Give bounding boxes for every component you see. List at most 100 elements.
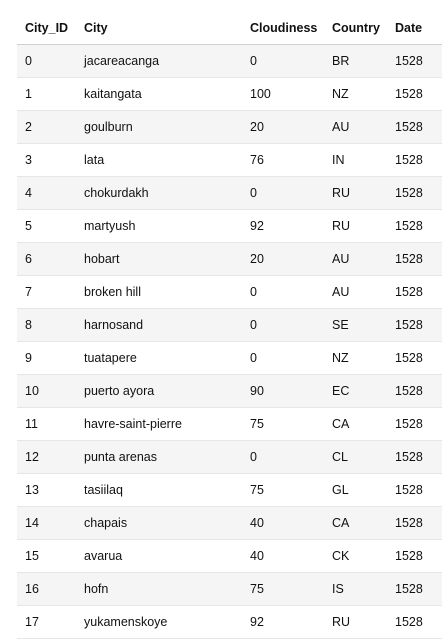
dataframe-table-container: City_ID City Cloudiness Country Date 0 ja… bbox=[17, 12, 442, 640]
table-row: 16 hofn 75 IS 1528 bbox=[17, 572, 442, 606]
country-cell: BR bbox=[324, 44, 387, 78]
table-row: 11 havre-saint-pierre 75 CA 1528 bbox=[17, 407, 442, 441]
date-cell: 1528 bbox=[387, 143, 442, 177]
table-row: 7 broken hill 0 AU 1528 bbox=[17, 275, 442, 309]
city-id-cell: 8 bbox=[17, 308, 76, 342]
country-cell: RU bbox=[324, 176, 387, 210]
city-cell: broken hill bbox=[76, 275, 242, 309]
cloudiness-cell: 0 bbox=[242, 308, 324, 342]
table-row: 12 punta arenas 0 CL 1528 bbox=[17, 440, 442, 474]
table-row: 1 kaitangata 100 NZ 1528 bbox=[17, 77, 442, 111]
country-cell: GL bbox=[324, 473, 387, 507]
cloudiness-cell: 0 bbox=[242, 341, 324, 375]
country-cell: RU bbox=[324, 605, 387, 639]
table-row: 17 yukamenskoye 92 RU 1528 bbox=[17, 605, 442, 639]
cloudiness-cell: 20 bbox=[242, 242, 324, 276]
cloudiness-cell: 0 bbox=[242, 44, 324, 78]
city-id-cell: 16 bbox=[17, 572, 76, 606]
city-cell: tasiilaq bbox=[76, 473, 242, 507]
column-header-country: Country bbox=[324, 12, 387, 45]
date-cell: 1528 bbox=[387, 407, 442, 441]
cloudiness-cell: 40 bbox=[242, 539, 324, 573]
city-id-cell: 3 bbox=[17, 143, 76, 177]
cloudiness-cell: 100 bbox=[242, 77, 324, 111]
city-cell: puerto ayora bbox=[76, 374, 242, 408]
dataframe-table: City_ID City Cloudiness Country Date 0 ja… bbox=[17, 12, 442, 639]
city-cell: punta arenas bbox=[76, 440, 242, 474]
city-cell: havre-saint-pierre bbox=[76, 407, 242, 441]
date-cell: 1528 bbox=[387, 605, 442, 639]
city-id-cell: 5 bbox=[17, 209, 76, 243]
cloudiness-cell: 40 bbox=[242, 506, 324, 540]
city-id-cell: 12 bbox=[17, 440, 76, 474]
country-cell: CA bbox=[324, 407, 387, 441]
city-id-cell: 1 bbox=[17, 77, 76, 111]
city-cell: hobart bbox=[76, 242, 242, 276]
table-row: 2 goulburn 20 AU 1528 bbox=[17, 110, 442, 144]
table-header: City_ID City Cloudiness Country Date bbox=[17, 12, 442, 45]
date-cell: 1528 bbox=[387, 110, 442, 144]
date-cell: 1528 bbox=[387, 176, 442, 210]
date-cell: 1528 bbox=[387, 77, 442, 111]
city-id-cell: 11 bbox=[17, 407, 76, 441]
city-id-cell: 13 bbox=[17, 473, 76, 507]
cloudiness-cell: 75 bbox=[242, 473, 324, 507]
country-cell: IS bbox=[324, 572, 387, 606]
country-cell: SE bbox=[324, 308, 387, 342]
cloudiness-cell: 75 bbox=[242, 572, 324, 606]
date-cell: 1528 bbox=[387, 242, 442, 276]
table-row: 13 tasiilaq 75 GL 1528 bbox=[17, 473, 442, 507]
cloudiness-cell: 0 bbox=[242, 176, 324, 210]
country-cell: IN bbox=[324, 143, 387, 177]
cloudiness-cell: 0 bbox=[242, 440, 324, 474]
cloudiness-cell: 75 bbox=[242, 407, 324, 441]
city-id-cell: 14 bbox=[17, 506, 76, 540]
column-header-cloudiness: Cloudiness bbox=[242, 12, 324, 45]
table-row: 15 avarua 40 CK 1528 bbox=[17, 539, 442, 573]
city-cell: chokurdakh bbox=[76, 176, 242, 210]
city-id-cell: 2 bbox=[17, 110, 76, 144]
table-body: 0 jacareacanga 0 BR 1528 1 kaitangata 100 NZ 1528… bbox=[17, 44, 442, 639]
date-cell: 1528 bbox=[387, 572, 442, 606]
header-row: City_ID City Cloudiness Country Date bbox=[17, 12, 442, 45]
city-cell: kaitangata bbox=[76, 77, 242, 111]
city-id-cell: 0 bbox=[17, 44, 76, 78]
cloudiness-cell: 20 bbox=[242, 110, 324, 144]
date-cell: 1528 bbox=[387, 539, 442, 573]
city-cell: avarua bbox=[76, 539, 242, 573]
city-cell: lata bbox=[76, 143, 242, 177]
country-cell: NZ bbox=[324, 341, 387, 375]
cloudiness-cell: 92 bbox=[242, 209, 324, 243]
city-cell: jacareacanga bbox=[76, 44, 242, 78]
table-row: 8 harnosand 0 SE 1528 bbox=[17, 308, 442, 342]
table-row: 6 hobart 20 AU 1528 bbox=[17, 242, 442, 276]
city-cell: goulburn bbox=[76, 110, 242, 144]
city-id-cell: 4 bbox=[17, 176, 76, 210]
date-cell: 1528 bbox=[387, 473, 442, 507]
country-cell: EC bbox=[324, 374, 387, 408]
table-row: 14 chapais 40 CA 1528 bbox=[17, 506, 442, 540]
city-cell: tuatapere bbox=[76, 341, 242, 375]
city-id-cell: 17 bbox=[17, 605, 76, 639]
city-cell: martyush bbox=[76, 209, 242, 243]
table-row: 3 lata 76 IN 1528 bbox=[17, 143, 442, 177]
country-cell: AU bbox=[324, 275, 387, 309]
date-cell: 1528 bbox=[387, 440, 442, 474]
country-cell: NZ bbox=[324, 77, 387, 111]
cloudiness-cell: 92 bbox=[242, 605, 324, 639]
city-id-cell: 9 bbox=[17, 341, 76, 375]
table-row: 9 tuatapere 0 NZ 1528 bbox=[17, 341, 442, 375]
country-cell: RU bbox=[324, 209, 387, 243]
cloudiness-cell: 76 bbox=[242, 143, 324, 177]
table-row: 10 puerto ayora 90 EC 1528 bbox=[17, 374, 442, 408]
date-cell: 1528 bbox=[387, 374, 442, 408]
date-cell: 1528 bbox=[387, 308, 442, 342]
cloudiness-cell: 0 bbox=[242, 275, 324, 309]
country-cell: CL bbox=[324, 440, 387, 474]
date-cell: 1528 bbox=[387, 275, 442, 309]
city-cell: yukamenskoye bbox=[76, 605, 242, 639]
city-id-cell: 15 bbox=[17, 539, 76, 573]
column-header-city: City bbox=[76, 12, 242, 45]
table-row: 5 martyush 92 RU 1528 bbox=[17, 209, 442, 243]
date-cell: 1528 bbox=[387, 341, 442, 375]
